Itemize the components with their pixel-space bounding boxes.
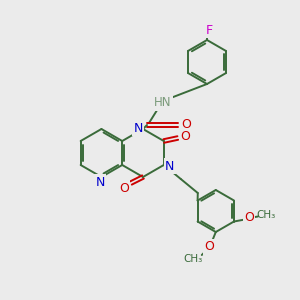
Text: N: N	[165, 160, 175, 172]
Text: O: O	[119, 182, 129, 194]
Text: N: N	[96, 176, 105, 188]
Text: HN: HN	[154, 97, 172, 110]
Text: F: F	[206, 23, 213, 37]
Text: O: O	[204, 241, 214, 254]
Text: N: N	[133, 122, 143, 134]
Text: O: O	[180, 130, 190, 143]
Text: CH₃: CH₃	[183, 254, 202, 264]
Text: O: O	[181, 118, 191, 131]
Text: O: O	[244, 211, 254, 224]
Text: CH₃: CH₃	[256, 211, 276, 220]
